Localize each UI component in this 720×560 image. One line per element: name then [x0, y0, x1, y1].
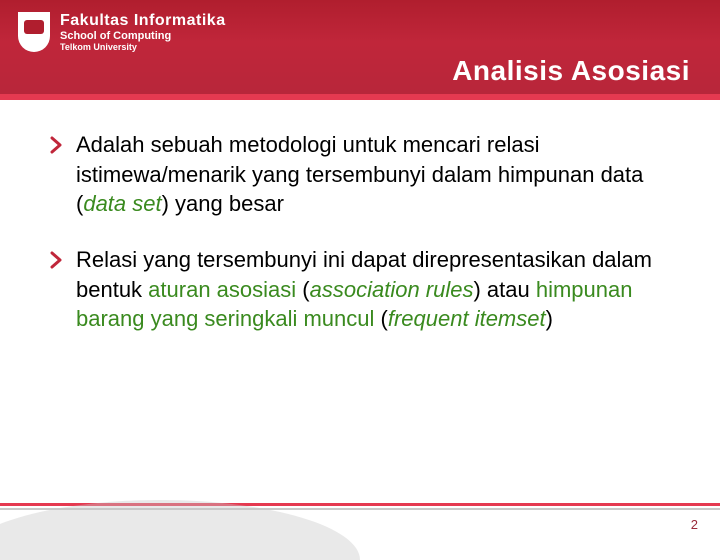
text-segment: ) yang besar	[162, 191, 284, 216]
slide-content: Adalah sebuah metodologi untuk mencari r…	[0, 100, 720, 334]
text-segment: )	[546, 306, 553, 331]
bullet-item: Adalah sebuah metodologi untuk mencari r…	[50, 130, 680, 219]
bullet-text: Relasi yang tersembunyi ini dapat direpr…	[76, 245, 680, 334]
text-segment: (	[374, 306, 387, 331]
page-number: 2	[691, 517, 698, 532]
keyword: data set	[83, 191, 161, 216]
slide-title: Analisis Asosiasi	[452, 55, 690, 87]
text-segment: ) atau	[473, 277, 535, 302]
bullet-text: Adalah sebuah metodologi untuk mencari r…	[76, 130, 680, 219]
bullet-item: Relasi yang tersembunyi ini dapat direpr…	[50, 245, 680, 334]
keyword: aturan asosiasi	[148, 277, 296, 302]
bullet-arrow-icon	[50, 251, 64, 269]
bullet-arrow-icon	[50, 136, 64, 154]
logo-block: Fakultas Informatika School of Computing…	[18, 12, 226, 52]
slide-footer: 2	[0, 500, 720, 540]
slide-header: Fakultas Informatika School of Computing…	[0, 0, 720, 100]
university-logo-icon	[18, 12, 50, 52]
logo-text: Fakultas Informatika School of Computing…	[60, 12, 226, 52]
school-name: School of Computing	[60, 30, 226, 42]
text-segment: (	[296, 277, 309, 302]
faculty-name: Fakultas Informatika	[60, 12, 226, 30]
university-name: Telkom University	[60, 42, 226, 52]
keyword: association rules	[310, 277, 474, 302]
keyword: frequent itemset	[388, 306, 546, 331]
